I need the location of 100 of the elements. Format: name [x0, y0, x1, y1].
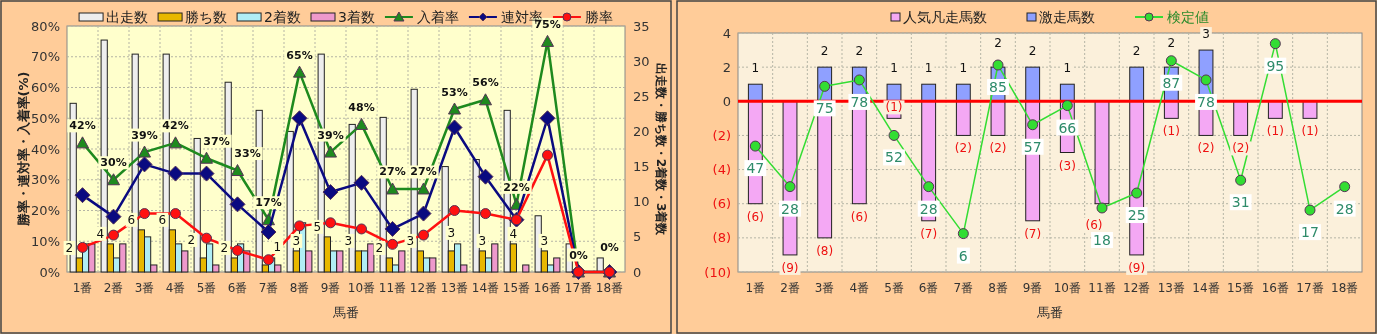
data-label: (7) [1024, 226, 1042, 241]
y-tick-label: (6) [712, 196, 731, 212]
y-tick-label: 20% [31, 203, 60, 218]
legend-label: 激走馬数 [1039, 9, 1095, 25]
bar [522, 264, 530, 273]
data-label: 0% [569, 248, 588, 262]
legend-label: 検定値 [1167, 9, 1209, 25]
point [1339, 181, 1351, 193]
data-label: 37% [203, 134, 230, 148]
point [260, 224, 277, 241]
data-label: 28 [919, 200, 938, 217]
point [415, 205, 432, 222]
data-label: 85 [989, 79, 1007, 96]
y-tick-label: (2) [712, 127, 731, 143]
data-label: 27% [410, 165, 437, 179]
x-tick-label: 9番 [320, 281, 341, 295]
point [74, 187, 91, 204]
legend-label: 出走数 [106, 9, 149, 25]
data-label: 48% [348, 100, 375, 114]
x-tick-label: 8番 [289, 281, 310, 295]
point [108, 229, 119, 241]
y-tick-label: (10) [704, 264, 731, 280]
data-label: 3 [1202, 27, 1210, 42]
x-tick-label: 17番 [564, 281, 593, 295]
data-label: (2) [1232, 141, 1250, 156]
point [1200, 74, 1212, 86]
data-label: 17% [255, 196, 282, 210]
point [417, 182, 430, 195]
bar [1094, 100, 1110, 205]
data-label: 22% [503, 180, 530, 194]
x-tick-label: 14番 [471, 281, 500, 295]
data-label: 25 [1127, 207, 1146, 224]
x-tick-label: 12番 [1123, 281, 1151, 295]
data-label: 42% [69, 119, 96, 133]
point [294, 220, 305, 232]
bar [1233, 100, 1249, 136]
point [477, 168, 494, 185]
point [1304, 204, 1316, 216]
data-label: 28 [781, 200, 799, 217]
data-label: 87 [1162, 74, 1181, 91]
y-tick-label: 40% [31, 141, 60, 157]
data-label: 28 [1335, 200, 1354, 217]
x-tick-label: 1番 [72, 281, 93, 295]
y-tick-label: 0% [39, 264, 60, 280]
legend-label: 勝ち数 [185, 9, 228, 25]
point [418, 229, 429, 241]
point [77, 241, 88, 253]
y-tick-label: (8) [712, 230, 731, 246]
data-label: 2 [1028, 44, 1037, 59]
data-label: (6) [746, 209, 764, 224]
y-tick-label: 50% [31, 110, 60, 126]
x-tick-label: 6番 [918, 281, 939, 295]
point [1131, 187, 1143, 199]
data-label: 1 [890, 61, 898, 76]
x-tick-label: 11番 [378, 281, 407, 295]
data-label: 42% [162, 119, 189, 133]
data-label: 27% [379, 165, 406, 179]
legend-label: 入着率 [416, 9, 459, 25]
y-tick-label: 60% [31, 80, 60, 95]
data-label: 3 [447, 225, 456, 240]
data-label: 2 [994, 36, 1002, 51]
point [479, 93, 492, 106]
data-label: (1) [885, 100, 903, 115]
point [888, 129, 900, 141]
x-tick-label: 15番 [1227, 281, 1255, 295]
x-tick-label: 3番 [814, 281, 835, 295]
data-label: 2 [220, 240, 229, 255]
y2-axis-title: 出走数・勝ち数・2着数・3着数 [654, 62, 668, 237]
y-tick-label: 2 [722, 59, 731, 75]
x-tick-label: 10番 [347, 281, 376, 295]
x-tick-label: 2番 [103, 281, 124, 295]
data-label: 95 [1266, 57, 1285, 74]
point [201, 232, 212, 244]
x-tick-label: 9番 [1022, 281, 1043, 295]
y-tick-label: 30% [31, 172, 60, 188]
point [1165, 55, 1177, 67]
data-label: (1) [1266, 124, 1284, 139]
point [387, 238, 398, 250]
x-tick-label: 8番 [988, 281, 1008, 295]
point [291, 110, 308, 127]
data-label: 78 [1197, 93, 1215, 110]
x-tick-label: 17番 [1296, 281, 1324, 295]
data-label: 0% [600, 240, 619, 254]
data-label: 1 [959, 61, 968, 76]
data-label: 3 [292, 233, 301, 248]
bar [1129, 66, 1145, 102]
point [200, 151, 213, 164]
point [139, 208, 150, 220]
point [107, 173, 120, 186]
bar [1059, 83, 1075, 102]
data-label: (1) [1301, 124, 1319, 139]
point [138, 145, 151, 158]
data-label: 78 [850, 93, 869, 110]
y2-tick-label: 0 [633, 264, 642, 280]
point [322, 184, 339, 201]
point [1096, 202, 1108, 214]
point [324, 145, 337, 158]
x-tick-label: 1番 [745, 281, 766, 295]
point [386, 182, 399, 195]
data-label: 3 [344, 233, 353, 248]
